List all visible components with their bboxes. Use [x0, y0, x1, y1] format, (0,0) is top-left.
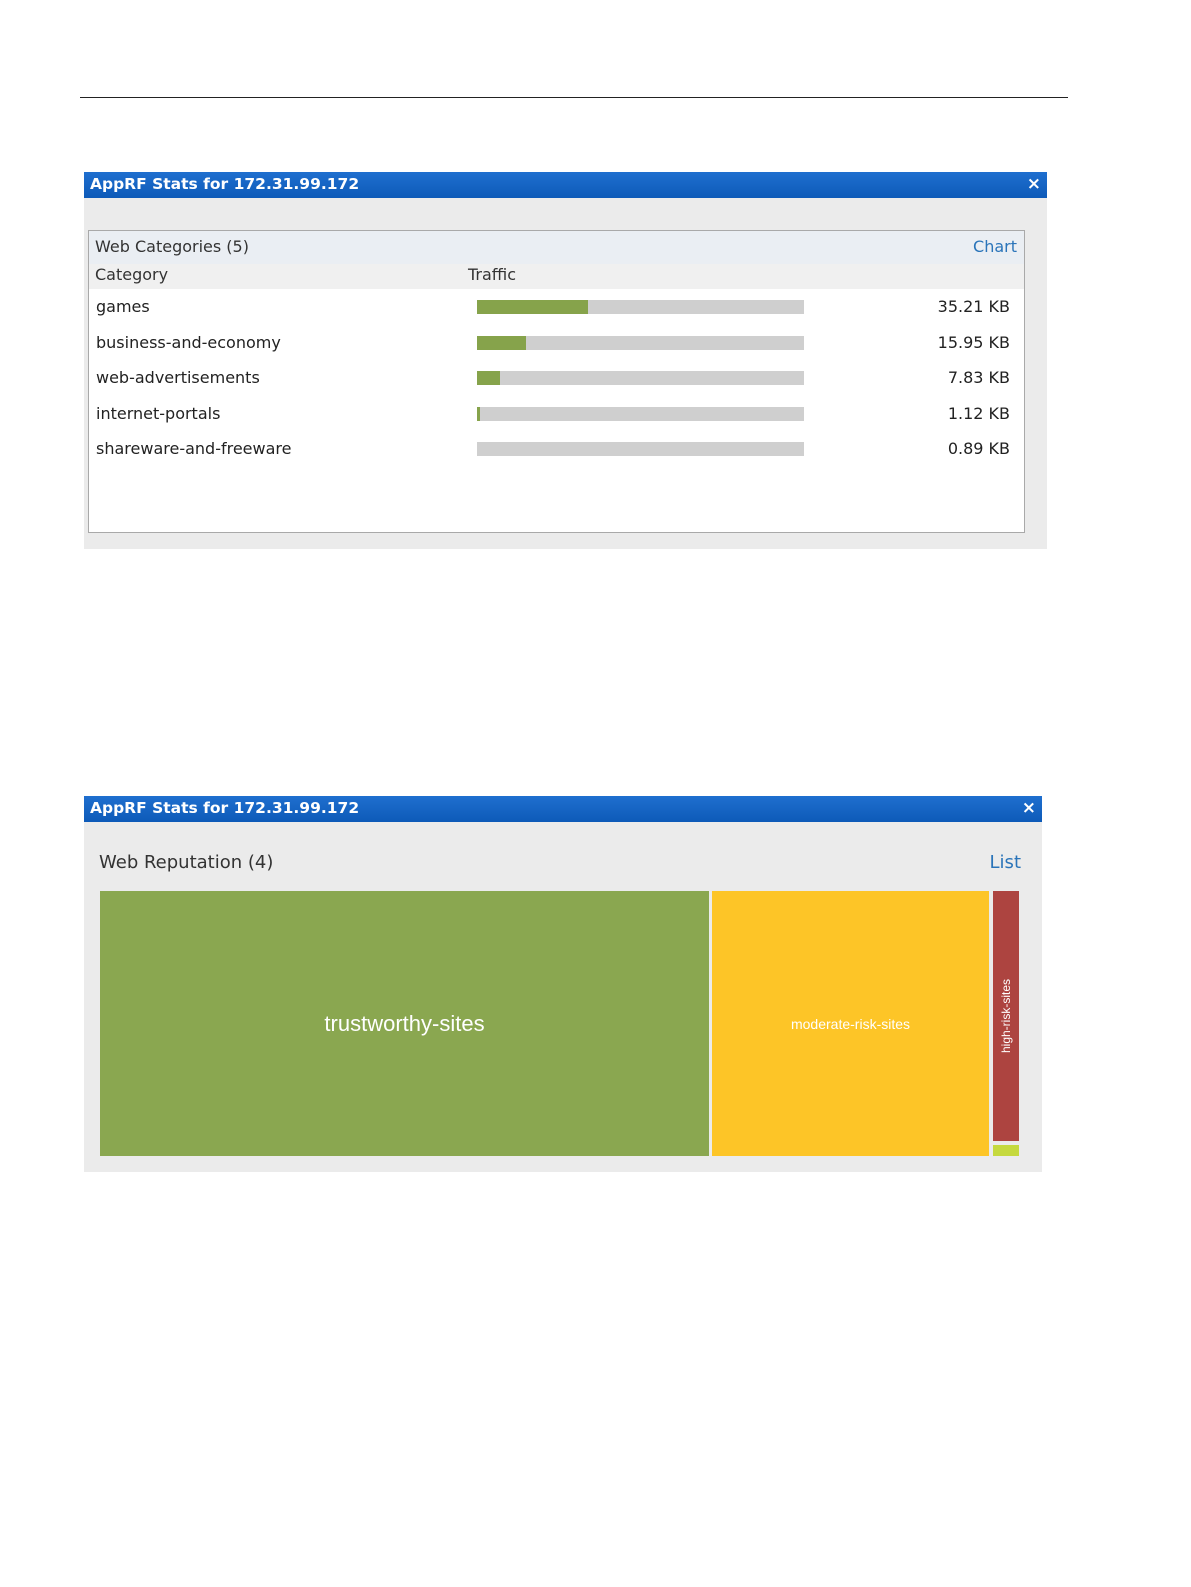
traffic-bar-fill: [477, 300, 589, 314]
close-icon[interactable]: ×: [1021, 798, 1036, 818]
traffic-bar: [477, 336, 804, 350]
traffic-bar: [477, 300, 804, 314]
dialog-titlebar: AppRF Stats for 172.31.99.172 ×: [84, 796, 1042, 822]
category-name: business-and-economy: [96, 333, 281, 352]
traffic-value: 35.21 KB: [937, 297, 1010, 316]
chart-view-link[interactable]: Chart: [973, 237, 1017, 256]
list-view-link[interactable]: List: [989, 852, 1021, 873]
traffic-bar-fill: [477, 407, 481, 421]
traffic-bar-fill: [477, 336, 527, 350]
table-header: Category Traffic: [89, 264, 1024, 289]
treemap-tile-high-risk-sites[interactable]: high-risk-sites: [993, 891, 1019, 1141]
traffic-bar: [477, 442, 804, 456]
close-icon[interactable]: ×: [1026, 174, 1041, 194]
traffic-bar: [477, 407, 804, 421]
category-name: internet-portals: [96, 404, 221, 423]
panel-title: Web Reputation (4): [99, 852, 274, 873]
table-row[interactable]: web-advertisements 7.83 KB: [89, 360, 1024, 396]
table-row[interactable]: business-and-economy 15.95 KB: [89, 325, 1024, 361]
table-row[interactable]: internet-portals 1.12 KB: [89, 396, 1024, 432]
tile-label: trustworthy-sites: [324, 1010, 485, 1036]
traffic-bar: [477, 371, 804, 385]
traffic-value: 1.12 KB: [947, 404, 1010, 423]
column-header-category[interactable]: Category: [95, 265, 169, 284]
tile-label: moderate-risk-sites: [790, 1015, 911, 1032]
column-header-traffic[interactable]: Traffic: [468, 265, 517, 284]
treemap-tile-moderate-risk-sites[interactable]: moderate-risk-sites: [712, 891, 989, 1156]
web-categories-panel: Web Categories (5) Chart Category Traffi…: [88, 230, 1025, 533]
table-row[interactable]: games 35.21 KB: [89, 289, 1024, 325]
tile-label: high-risk-sites: [999, 978, 1014, 1054]
dialog-title: AppRF Stats for 172.31.99.172: [90, 799, 360, 817]
traffic-value: 7.83 KB: [947, 368, 1010, 387]
page-header-rule: [80, 97, 1068, 98]
panel-header: Web Categories (5) Chart: [89, 231, 1024, 264]
treemap-tile-trustworthy-sites[interactable]: trustworthy-sites: [100, 891, 709, 1156]
category-name: shareware-and-freeware: [96, 439, 292, 458]
category-name: games: [96, 297, 150, 316]
traffic-bar-fill: [477, 371, 500, 385]
category-name: web-advertisements: [96, 368, 260, 387]
dialog-titlebar: AppRF Stats for 172.31.99.172 ×: [84, 172, 1047, 198]
apprf-stats-dialog-categories: AppRF Stats for 172.31.99.172 × Web Cate…: [84, 172, 1047, 549]
traffic-value: 0.89 KB: [947, 439, 1010, 458]
table-row[interactable]: shareware-and-freeware 0.89 KB: [89, 431, 1024, 467]
dialog-title: AppRF Stats for 172.31.99.172: [90, 175, 360, 193]
panel-title: Web Categories (5): [95, 237, 249, 256]
traffic-value: 15.95 KB: [937, 333, 1010, 352]
apprf-stats-dialog-reputation: AppRF Stats for 172.31.99.172 × Web Repu…: [84, 796, 1042, 1172]
treemap-tile-small[interactable]: [993, 1145, 1019, 1156]
